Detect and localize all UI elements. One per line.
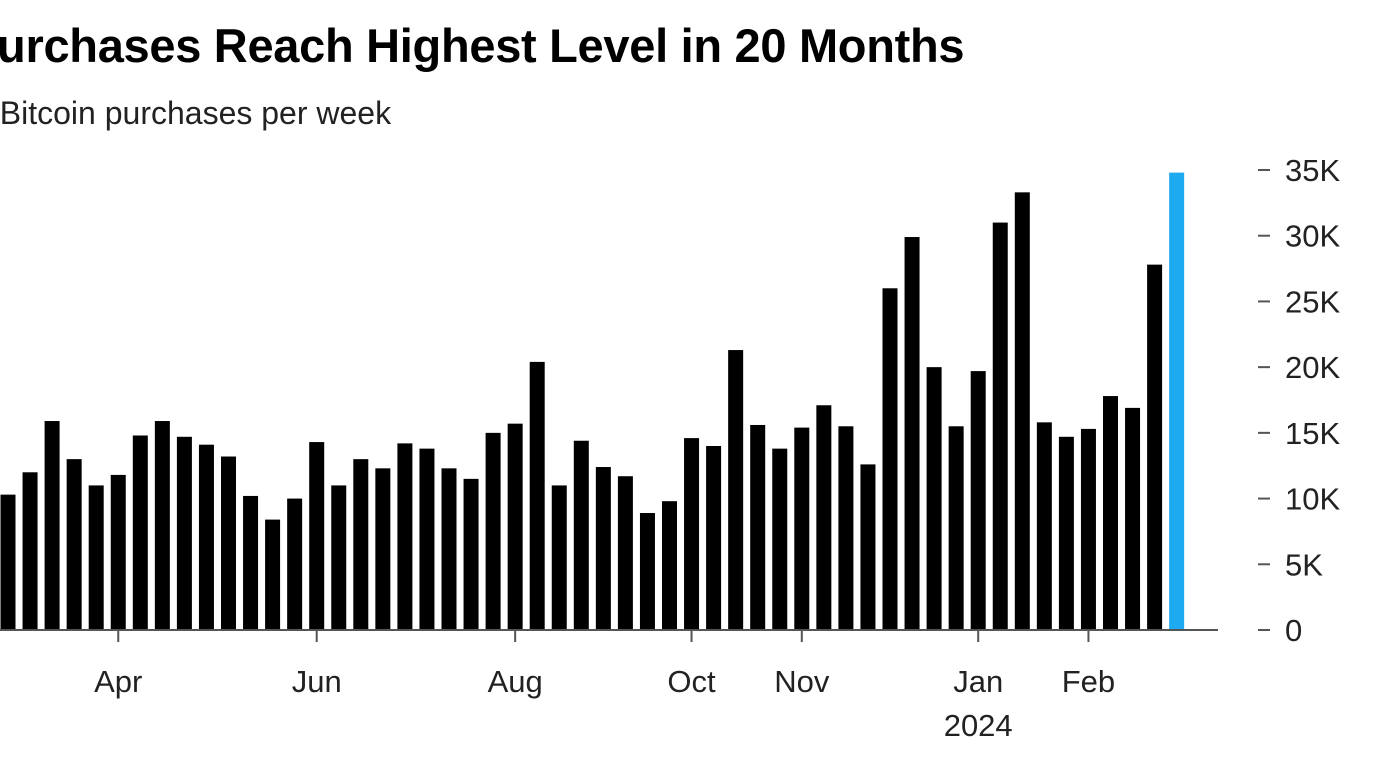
- y-tick-label: 15K: [1285, 416, 1340, 451]
- bar: [463, 478, 479, 630]
- bar: [948, 426, 964, 630]
- bar: [904, 237, 920, 630]
- y-tick-label: 30K: [1285, 219, 1340, 254]
- bar: [22, 472, 38, 630]
- bar: [375, 468, 391, 630]
- bar: [1080, 428, 1096, 630]
- bar: [1103, 396, 1118, 630]
- bar: [485, 432, 501, 630]
- y-tick-label: 20K: [1285, 350, 1340, 385]
- bar: [0, 494, 16, 630]
- bar: [1125, 407, 1141, 630]
- y-tick-label: 5K: [1285, 547, 1323, 582]
- bar: [860, 464, 876, 630]
- bar: [154, 421, 170, 630]
- bar: [507, 423, 523, 630]
- bar: [1036, 422, 1052, 630]
- bar: [198, 444, 214, 630]
- bar: [66, 459, 82, 630]
- bar: [882, 288, 898, 630]
- bar: [221, 456, 236, 630]
- y-tick-label: 35K: [1285, 153, 1340, 188]
- x-tick-label: Apr: [94, 664, 142, 699]
- bar: [110, 474, 126, 630]
- bar: [353, 459, 369, 630]
- bar: [750, 424, 766, 630]
- bar: [1058, 436, 1074, 630]
- bar: [265, 519, 281, 630]
- bar: [309, 442, 325, 630]
- bar: [639, 513, 655, 630]
- x-tick-label: Jun: [292, 664, 342, 699]
- x-tick-label: Feb: [1062, 664, 1115, 699]
- y-tick-label: 0: [1285, 613, 1302, 648]
- bar: [992, 222, 1008, 630]
- x-tick-label: Aug: [488, 664, 543, 699]
- bar: [573, 440, 589, 630]
- bar: [617, 476, 633, 630]
- bar: [794, 427, 810, 630]
- x-tick-label: Nov: [774, 664, 830, 699]
- bar: [838, 426, 854, 630]
- bar: [551, 485, 567, 630]
- bar: [816, 405, 832, 630]
- bar: [706, 446, 722, 630]
- bar-highlight: [1169, 172, 1185, 630]
- chart-title: Purchases Reach Highest Level in 20 Mont…: [0, 19, 965, 72]
- bar: [595, 467, 611, 630]
- bar: [176, 436, 192, 630]
- bar: [44, 421, 60, 630]
- bar: [926, 367, 942, 630]
- y-tick-label: 25K: [1285, 284, 1340, 319]
- chart-subtitle: f Bitcoin purchases per week: [0, 95, 392, 131]
- bar: [1014, 192, 1030, 630]
- bar: [287, 498, 303, 630]
- bar: [441, 468, 457, 630]
- bar: [1147, 264, 1163, 630]
- bar: [331, 485, 347, 630]
- bar: [662, 501, 677, 630]
- x-tick-label: Jan: [953, 664, 1003, 699]
- bar: [529, 361, 545, 630]
- bar: [970, 371, 986, 630]
- bar: [88, 485, 104, 630]
- bar: [772, 448, 788, 630]
- bar: [132, 435, 148, 630]
- bar: [728, 350, 744, 630]
- y-tick-label: 10K: [1285, 482, 1340, 517]
- bar: [419, 448, 435, 630]
- bar: [243, 495, 259, 630]
- bar: [397, 443, 413, 630]
- x-tick-label: Oct: [667, 664, 716, 699]
- x-tick-sublabel: 2024: [944, 708, 1013, 743]
- bar: [684, 438, 700, 630]
